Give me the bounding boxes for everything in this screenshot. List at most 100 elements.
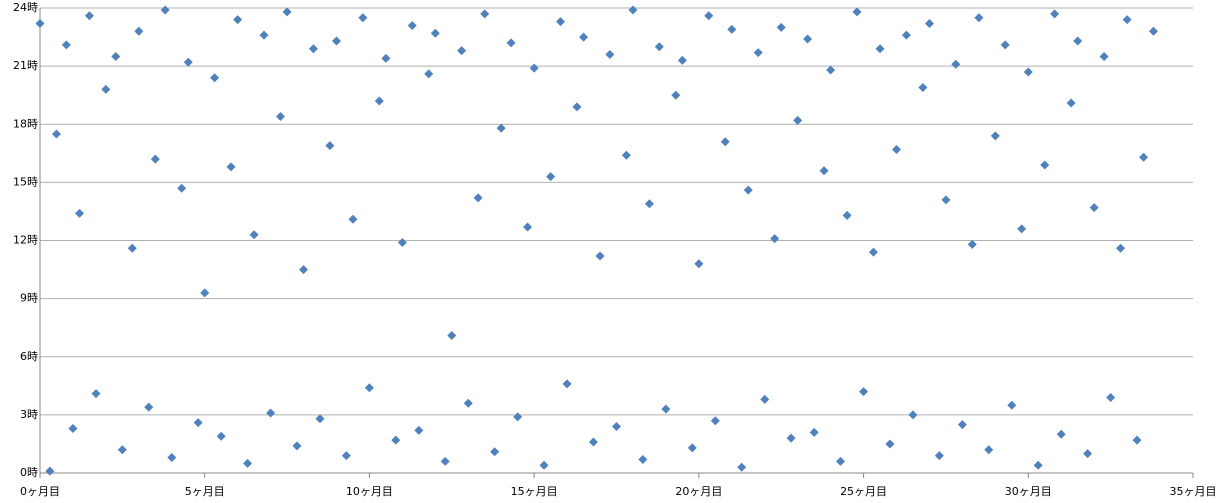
point [803,34,813,44]
point [562,379,572,389]
point [84,11,94,21]
x-tick-label: 35ヶ月目 [1170,485,1217,498]
point [117,445,127,455]
point [292,441,302,451]
point [786,433,796,443]
point [457,46,467,56]
point [68,423,78,433]
point [1000,40,1010,50]
point [193,418,203,428]
x-tick-label: 20ヶ月目 [675,485,722,498]
point [358,13,368,23]
point [951,59,961,69]
point [183,57,193,67]
point [529,63,539,73]
point [842,210,852,220]
y-tick-label: 9時 [20,292,38,305]
point [282,7,292,17]
point [490,447,500,457]
point [144,402,154,412]
point [1148,26,1158,36]
point [331,36,341,46]
point [588,437,598,447]
point [35,19,45,28]
point [177,183,187,193]
point [694,259,704,269]
point [572,102,582,112]
point [1099,51,1109,61]
point [621,150,631,160]
point [934,451,944,461]
point [908,410,918,420]
point [91,389,101,399]
point [826,65,836,75]
point [776,22,786,32]
point [513,412,523,422]
point [315,414,325,424]
point [243,458,253,468]
point [374,96,384,106]
point [1007,400,1017,410]
point [1073,36,1083,46]
point [523,222,533,232]
point [957,420,967,430]
x-tick-label: 25ヶ月目 [840,485,887,498]
point [579,32,589,42]
point [266,408,276,418]
point [61,40,71,50]
point [1139,152,1149,162]
point [506,38,516,48]
point [216,431,226,441]
point [259,30,269,40]
point [424,69,434,79]
point [885,439,895,449]
point [727,24,737,34]
point [875,44,885,54]
point [661,404,671,414]
y-tick-label: 6時 [20,350,38,363]
point [918,82,928,92]
point [644,199,654,209]
point [167,453,177,462]
y-tick-label: 12時 [13,234,38,247]
point [473,193,483,203]
y-tick-label: 18時 [13,117,38,130]
point [1050,9,1060,19]
point [275,112,285,121]
y-tick-label: 21時 [13,59,38,72]
point [160,5,170,15]
point [595,251,605,261]
point [941,195,951,205]
x-tick-label: 10ヶ月目 [346,485,393,498]
point [364,383,374,393]
point [704,11,714,21]
point [51,129,61,139]
point [720,137,730,147]
point [391,435,401,445]
point [901,30,911,40]
point [1023,67,1033,77]
point [967,239,977,249]
x-tick-label: 30ヶ月目 [1005,485,1052,498]
point [134,26,144,36]
point [1066,98,1076,108]
point [555,17,565,27]
point [111,51,121,61]
y-tick-label: 15時 [13,175,38,188]
point [210,73,220,83]
point [1122,15,1132,25]
point [809,427,819,437]
point [463,398,473,408]
point [430,28,440,38]
point [348,214,358,224]
y-tick-label: 24時 [13,1,38,14]
point [770,234,780,244]
point [974,13,984,23]
point [793,115,803,125]
point [407,20,417,30]
point [341,451,351,461]
point [819,166,829,176]
point [990,131,1000,141]
point [414,425,424,435]
